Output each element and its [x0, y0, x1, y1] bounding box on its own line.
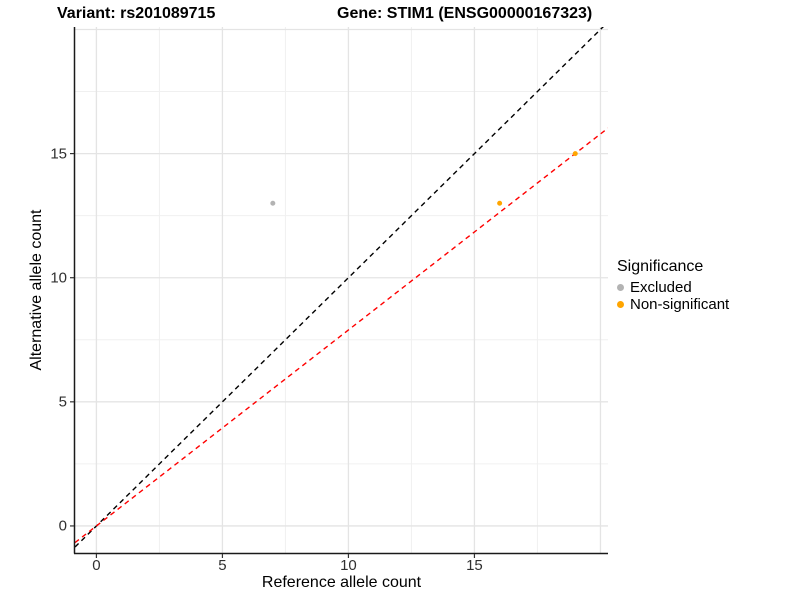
legend-title: Significance — [617, 258, 704, 275]
y-axis-tick-label: 10 — [50, 269, 67, 287]
y-axis-tick-label: 15 — [50, 145, 67, 163]
legend-item: Excluded — [617, 279, 729, 296]
plot-title-gene: Gene: STIM1 (ENSG00000167323) — [337, 5, 593, 22]
legend-items: Excluded Non-significant — [617, 279, 729, 313]
legend-item-label: Excluded — [630, 279, 692, 296]
x-axis-tick-label: 15 — [466, 557, 483, 574]
expected-ratio-line — [75, 127, 608, 544]
legend: Significance Excluded Non-significant — [617, 258, 729, 313]
identity-line — [75, 27, 604, 548]
data-point — [270, 200, 276, 206]
legend-item-label: Non-significant — [630, 296, 730, 313]
legend-item: Non-significant — [617, 296, 729, 313]
data-point — [572, 151, 578, 157]
y-axis-title: Alternative allele count — [28, 209, 45, 371]
legend-swatch-icon — [617, 301, 624, 308]
x-axis-tick-label: 0 — [92, 557, 101, 574]
plot-title-variant: Variant: rs201089715 — [57, 5, 216, 22]
y-axis-tick-label: 5 — [58, 393, 67, 411]
legend-swatch-icon — [617, 284, 624, 291]
y-axis-tick-label: 0 — [58, 517, 67, 535]
x-axis-tick-label: 5 — [218, 557, 227, 574]
x-axis-title: Reference allele count — [261, 574, 422, 591]
x-axis-tick-label: 10 — [340, 557, 357, 574]
data-point — [497, 200, 503, 206]
